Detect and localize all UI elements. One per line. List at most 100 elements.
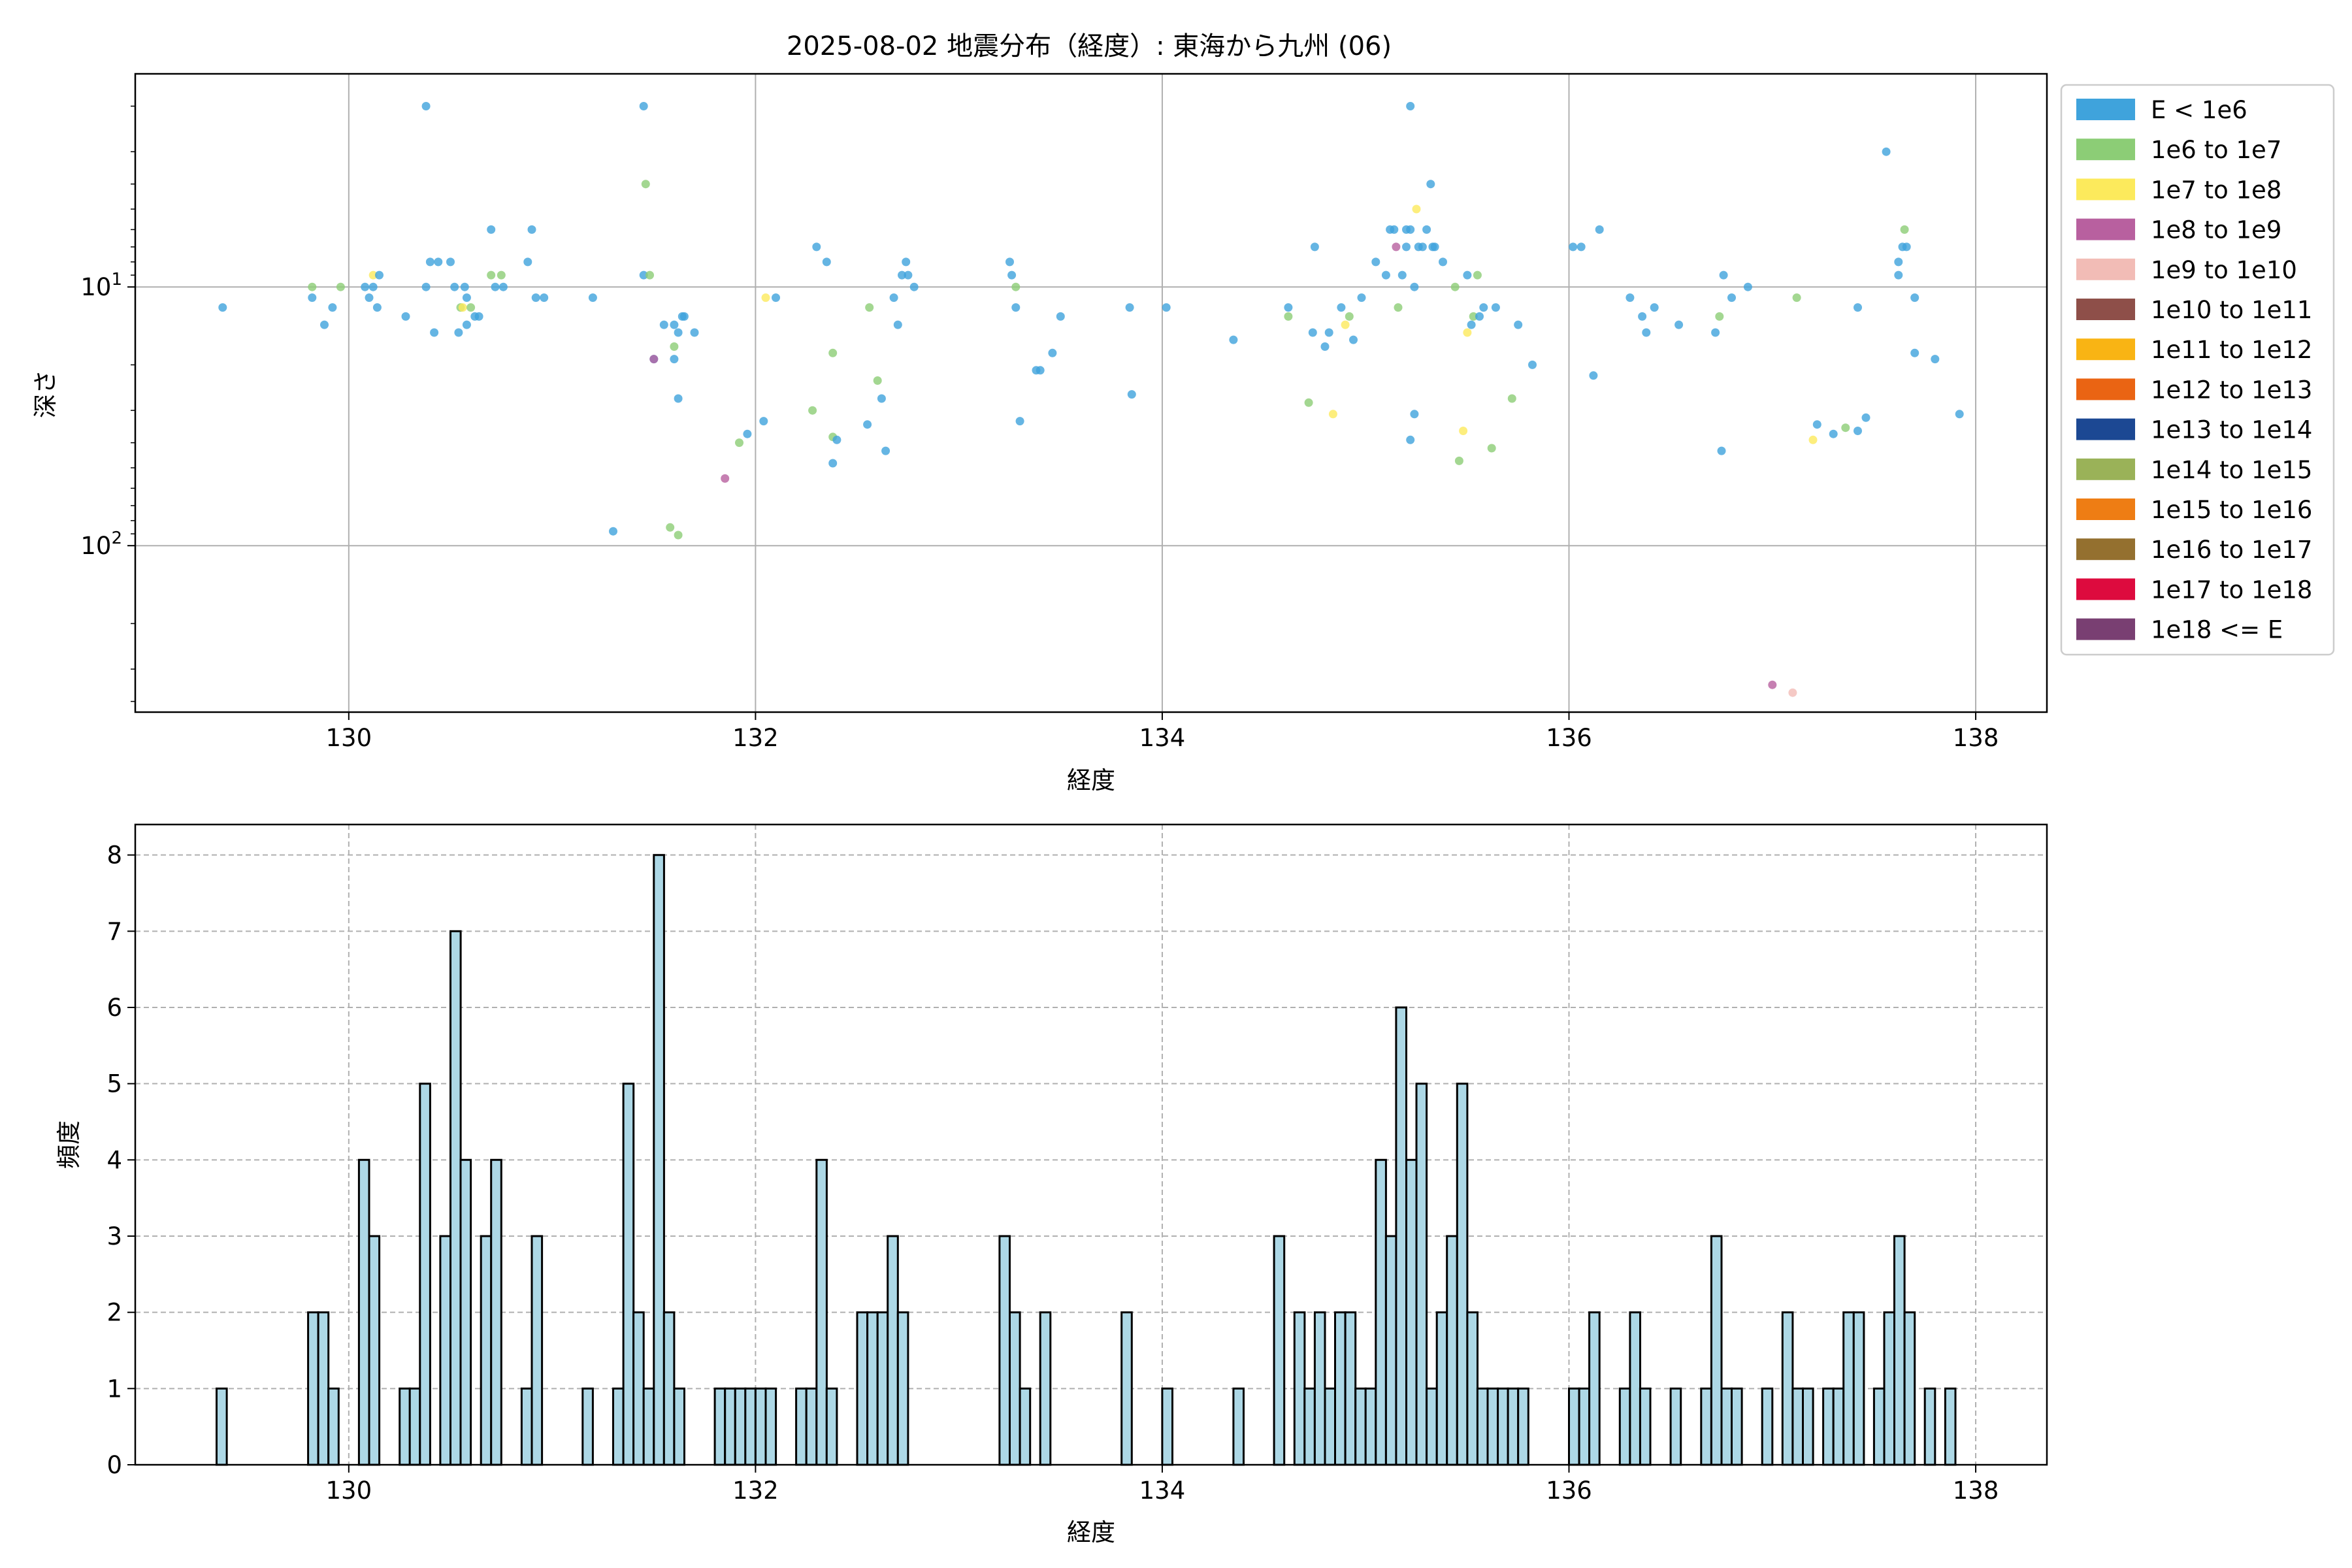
histogram-y-tick-label: 3 [106, 1222, 122, 1250]
scatter-point [670, 355, 679, 364]
scatter-point [1304, 398, 1313, 407]
histogram-bar [724, 1387, 736, 1466]
scatter-point [1036, 366, 1045, 375]
histogram-y-tick-label: 5 [106, 1070, 122, 1098]
legend-label: 1e15 to 1e16 [2151, 496, 2312, 524]
scatter-point [1011, 282, 1021, 291]
scatter-point [1392, 242, 1401, 252]
histogram-bar [317, 1311, 330, 1466]
histogram-y-axis-label: 頻度 [55, 1120, 83, 1169]
scatter-point [368, 270, 378, 280]
scatter-point [1357, 293, 1366, 302]
scatter-point [365, 293, 374, 302]
scatter-point [1229, 335, 1238, 344]
scatter-point [1426, 180, 1435, 189]
scatter-point [832, 435, 841, 444]
histogram-bar [408, 1387, 421, 1466]
histogram-bar [1791, 1387, 1804, 1466]
scatter-point [828, 459, 838, 468]
scatter-point [527, 225, 536, 234]
scatter-point [1715, 312, 1724, 321]
scatter-point [649, 355, 659, 364]
scatter-point [1406, 435, 1415, 444]
scatter-point [1341, 320, 1350, 329]
histogram-bar [1639, 1387, 1652, 1466]
scatter-point [1902, 242, 1911, 252]
scatter-point [462, 320, 471, 329]
scatter-point [1854, 303, 1862, 312]
legend-label: 1e6 to 1e7 [2151, 136, 2281, 164]
scatter-point [674, 531, 683, 540]
legend-frame [2060, 84, 2335, 656]
histogram-bar [1232, 1387, 1245, 1466]
scatter-point [670, 342, 679, 351]
histogram-bar [1364, 1387, 1377, 1466]
scatter-point [497, 270, 506, 280]
scatter-point [1894, 257, 1903, 267]
scatter-point [308, 282, 317, 291]
histogram-y-tick-label: 1 [106, 1375, 122, 1403]
scatter-point [902, 257, 911, 267]
histogram-bar [1497, 1387, 1509, 1466]
scatter-point [1412, 204, 1421, 214]
histogram-x-axis-label: 経度 [1067, 1518, 1115, 1546]
scatter-point [898, 270, 906, 280]
scatter-point [308, 293, 317, 302]
legend-label: 1e16 to 1e17 [2151, 536, 2312, 564]
histogram-y-tick-label: 4 [106, 1146, 122, 1174]
scatter-point [1589, 371, 1598, 380]
histogram-bar [449, 930, 462, 1466]
scatter-point [904, 270, 913, 280]
histogram-bar [1395, 1006, 1407, 1466]
scatter-x-tick-label: 138 [1953, 724, 1999, 752]
histogram-bar [1669, 1387, 1682, 1466]
scatter-point [421, 102, 431, 110]
scatter-point [1469, 312, 1478, 321]
histogram-bar [439, 1235, 452, 1466]
histogram-bar [1852, 1311, 1865, 1466]
scatter-point [1719, 270, 1728, 280]
histogram-x-tick-label: 134 [1139, 1477, 1186, 1505]
scatter-point [772, 293, 780, 302]
histogram-bar [357, 1158, 370, 1466]
histogram-bar [531, 1235, 544, 1466]
scatter-point [1595, 225, 1604, 234]
scatter-point [1642, 328, 1651, 337]
scatter-point [679, 312, 689, 321]
scatter-point [446, 257, 455, 267]
scatter-point [1955, 410, 1964, 419]
scatter-y-tick-label: 102 [80, 529, 122, 560]
scatter-point [1371, 257, 1380, 267]
legend: E < 1e6 1e6 to 1e7 1e7 to 1e8 1e8 to 1e9 1e9… [2060, 84, 2335, 656]
scatter-point [1514, 320, 1523, 329]
legend-label: 1e7 to 1e8 [2151, 176, 2281, 204]
histogram-x-tick-label: 130 [326, 1477, 372, 1505]
scatter-point [666, 523, 675, 532]
scatter-point [361, 282, 370, 291]
scatter-point [641, 180, 650, 189]
scatter-point [375, 270, 384, 280]
legend-label: 1e12 to 1e13 [2151, 376, 2312, 404]
histogram-bar [1426, 1387, 1438, 1466]
histogram-bar [1039, 1311, 1052, 1466]
histogram-bar [1618, 1387, 1631, 1466]
scatter-point [1528, 360, 1537, 369]
legend-label: 1e10 to 1e11 [2151, 296, 2312, 324]
scatter-point [1005, 257, 1014, 267]
scatter-point [1015, 417, 1024, 426]
histogram-bar [1903, 1311, 1916, 1466]
scatter-point [434, 257, 443, 267]
scatter-point [1459, 427, 1468, 435]
histogram-bar [866, 1311, 879, 1466]
legend-label: 1e18 <= E [2151, 616, 2283, 644]
scatter-point [1125, 303, 1134, 312]
scatter-point [1463, 270, 1472, 280]
scatter-point [487, 225, 496, 234]
scatter-point [1450, 282, 1460, 291]
scatter-point [1638, 312, 1647, 321]
scatter-point [450, 282, 459, 291]
scatter-point [1829, 429, 1838, 438]
scatter-point [1337, 303, 1346, 312]
histogram-bar [1019, 1387, 1032, 1466]
